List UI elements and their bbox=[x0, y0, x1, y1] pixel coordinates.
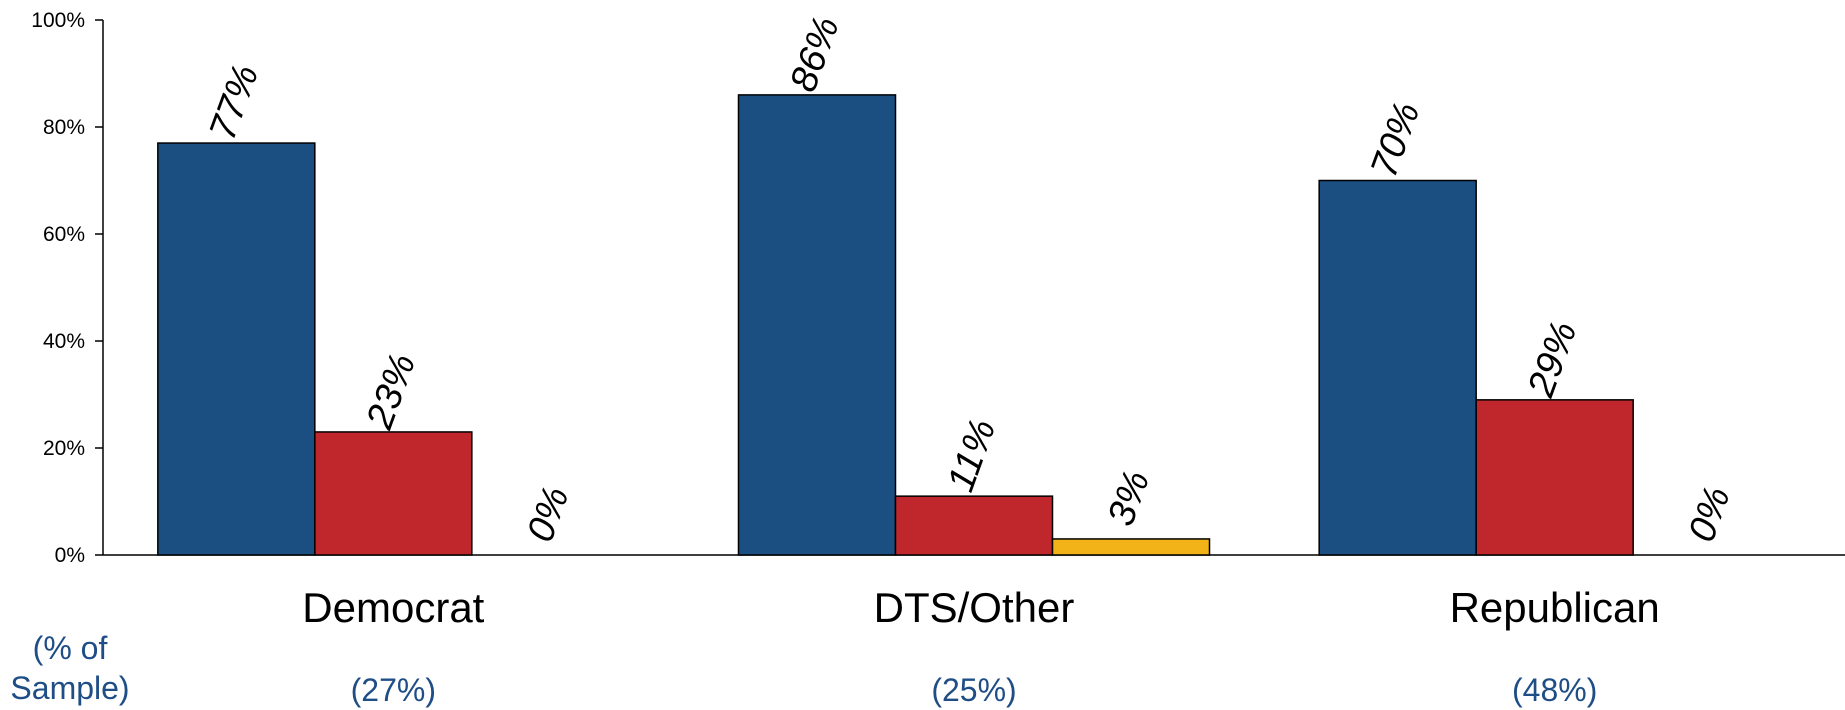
sample-caption-line-2: Sample) bbox=[10, 670, 130, 706]
bar bbox=[894, 495, 1054, 556]
bar bbox=[1051, 538, 1211, 556]
data-label: 11% bbox=[940, 414, 1005, 497]
y-tick-label: 100% bbox=[31, 9, 85, 32]
category-label: Democrat bbox=[302, 584, 484, 631]
bars bbox=[157, 94, 1634, 556]
sample-share-label: (48%) bbox=[1512, 672, 1597, 708]
sample-caption-line-1: (% of bbox=[32, 630, 108, 666]
data-label: 0% bbox=[519, 481, 577, 547]
sample-share-label: (27%) bbox=[351, 672, 436, 708]
bar bbox=[1318, 179, 1477, 556]
bar bbox=[157, 142, 316, 556]
category-label: DTS/Other bbox=[874, 584, 1075, 631]
category-labels: Democrat DTS/Other Republican bbox=[302, 584, 1659, 631]
sample-share-label: (25%) bbox=[931, 672, 1016, 708]
data-label: 0% bbox=[1681, 481, 1739, 547]
y-tick-label: 0% bbox=[55, 544, 85, 567]
bar bbox=[737, 94, 897, 556]
data-label: 29% bbox=[1520, 316, 1586, 403]
y-tick-label: 60% bbox=[43, 223, 85, 246]
data-label: 3% bbox=[1100, 465, 1158, 531]
sample-caption: (% of Sample) bbox=[0, 628, 140, 708]
bar bbox=[314, 431, 473, 556]
y-tick-label: 80% bbox=[43, 116, 85, 139]
category-label: Republican bbox=[1450, 584, 1660, 631]
data-label: 70% bbox=[1363, 97, 1428, 183]
data-label: 77% bbox=[202, 59, 267, 145]
data-label: 86% bbox=[782, 11, 847, 97]
bar bbox=[1475, 399, 1634, 556]
data-label: 23% bbox=[358, 348, 424, 435]
y-tick-label: 40% bbox=[43, 330, 85, 353]
sample-shares: (27%) (25%) (48%) bbox=[351, 672, 1598, 708]
y-tick-label: 20% bbox=[43, 437, 85, 460]
